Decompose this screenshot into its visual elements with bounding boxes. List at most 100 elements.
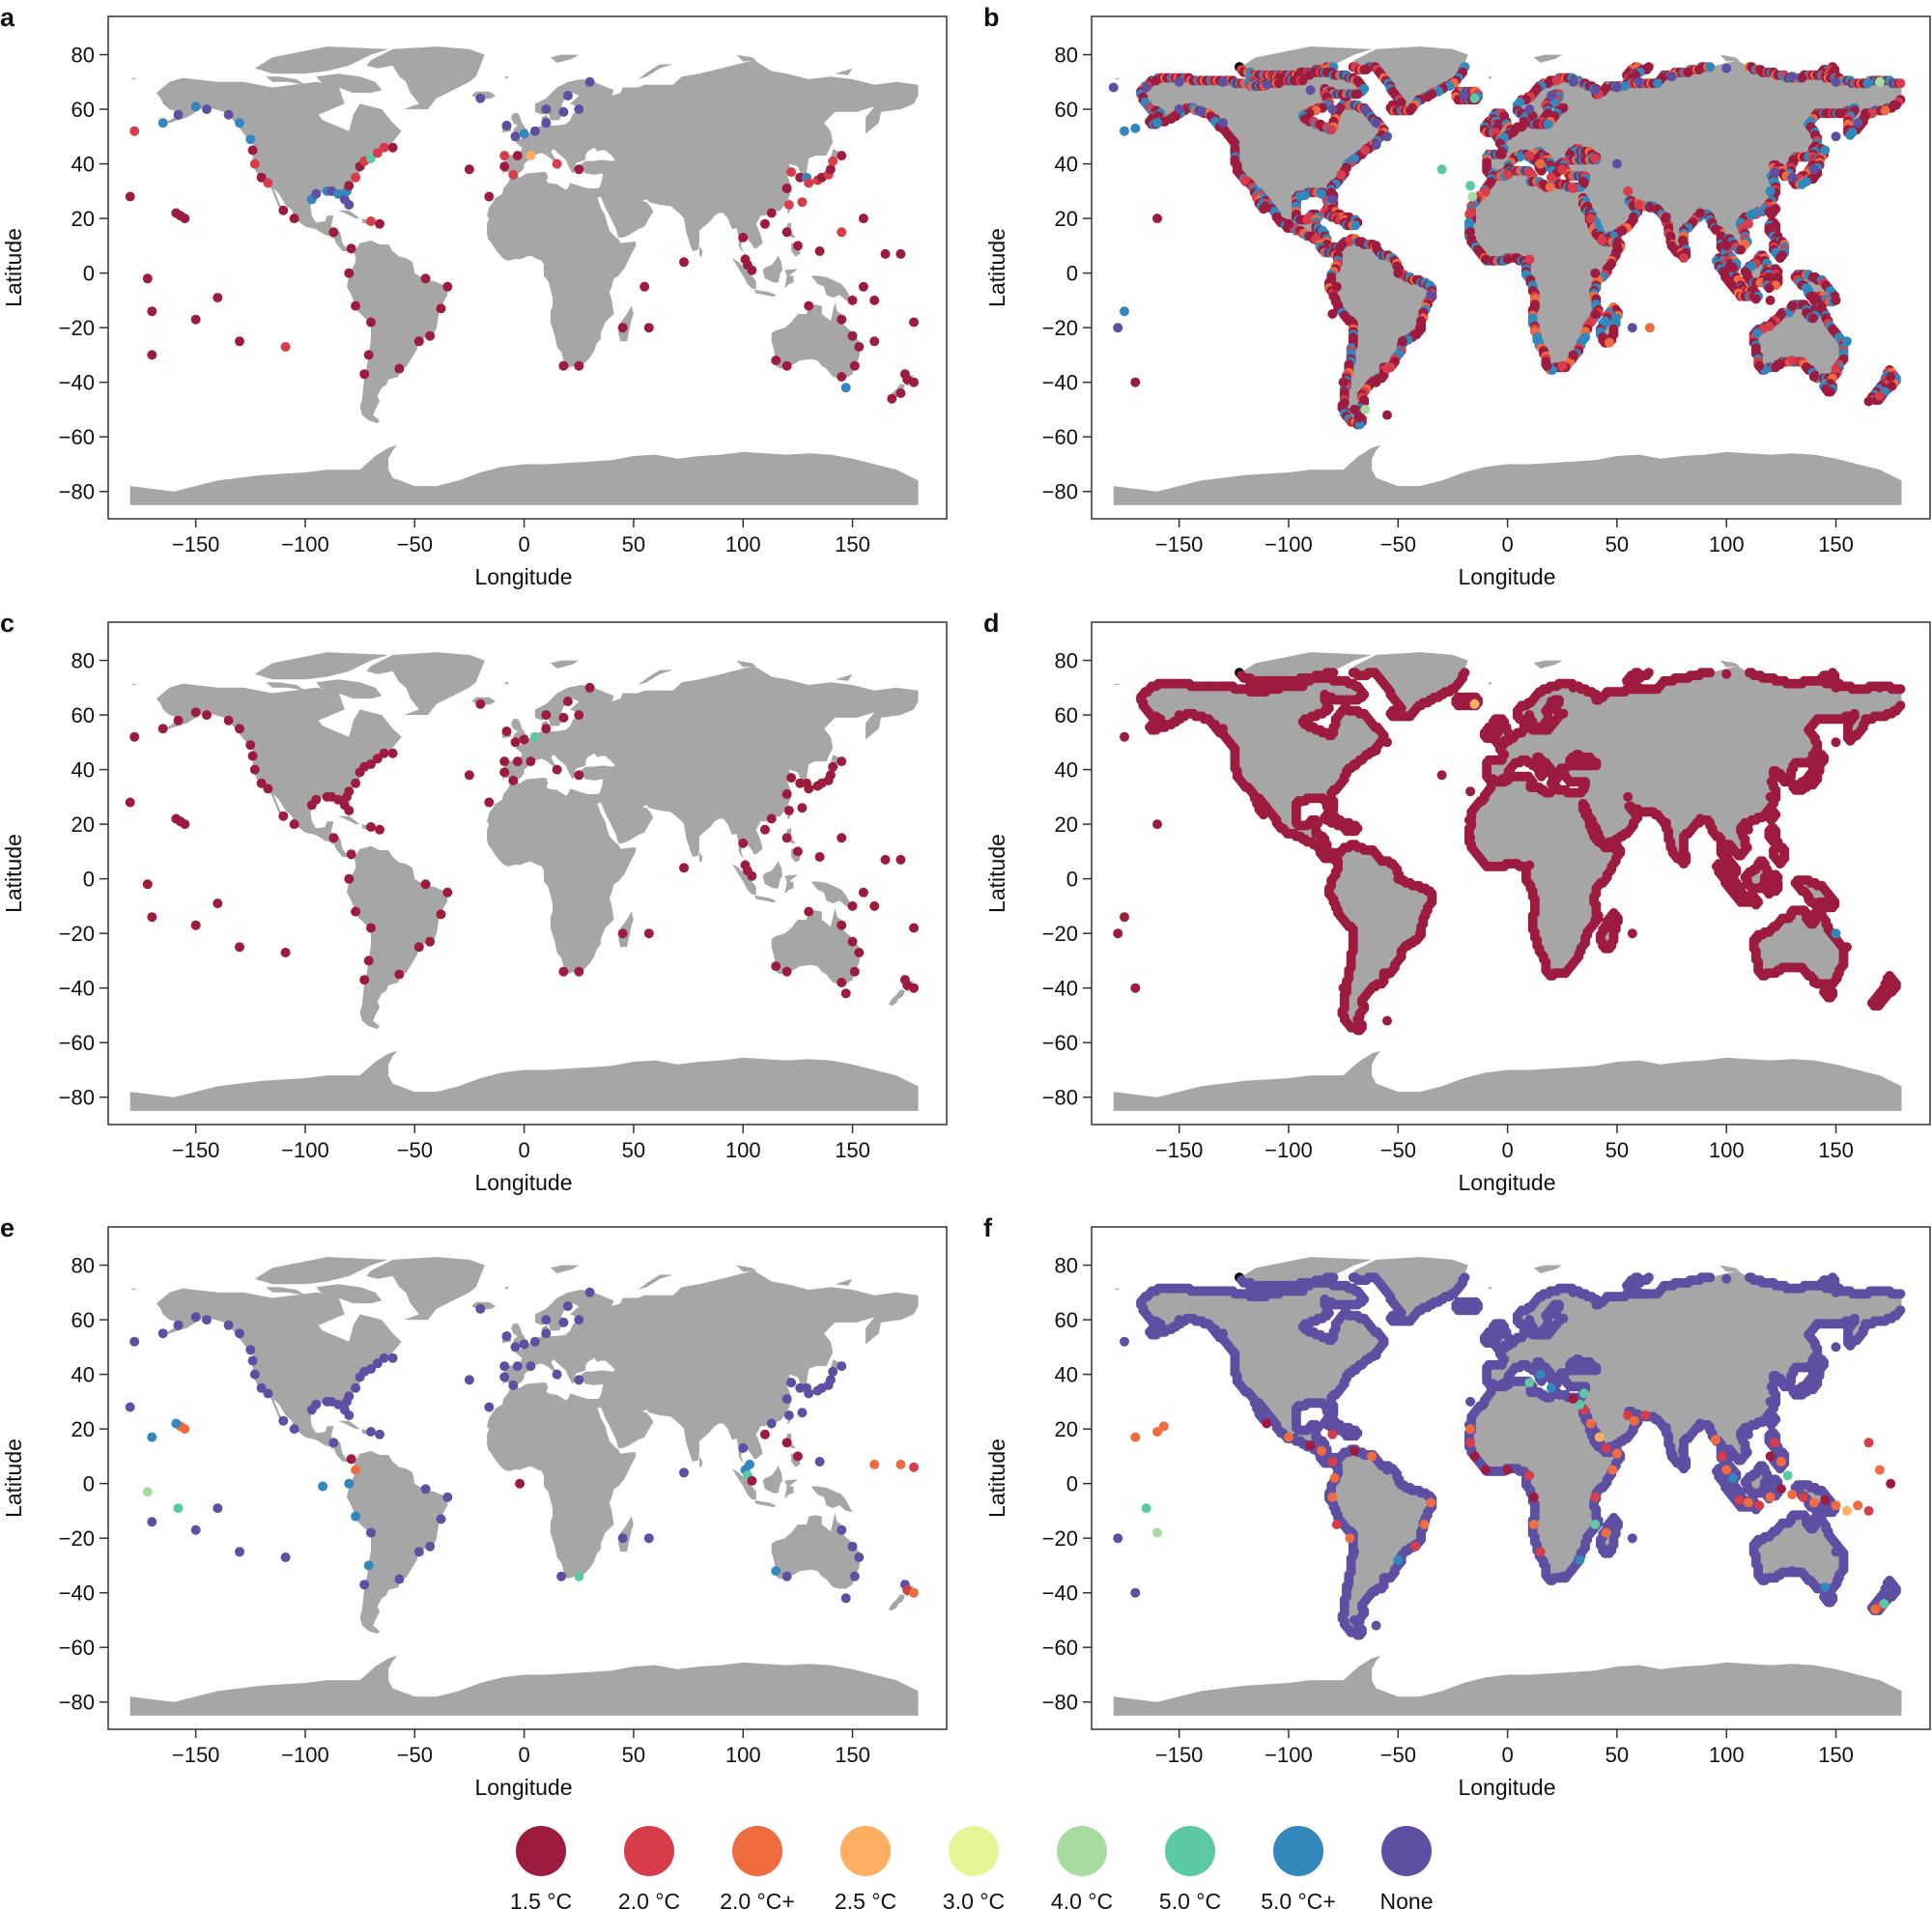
data-point xyxy=(797,197,808,208)
coastline-point xyxy=(1159,722,1170,732)
data-point xyxy=(1426,290,1436,300)
data-point xyxy=(1831,363,1841,374)
data-point xyxy=(147,1432,157,1442)
data-point xyxy=(366,1427,376,1437)
data-point xyxy=(420,1484,431,1495)
data-point xyxy=(1436,164,1447,175)
data-point xyxy=(147,912,157,923)
data-point xyxy=(880,854,891,865)
plot-area xyxy=(125,1257,919,1716)
y-tick-label: −80 xyxy=(59,480,95,504)
data-point xyxy=(213,898,223,909)
y-tick-label: 40 xyxy=(1055,153,1078,177)
data-point xyxy=(1524,254,1535,265)
panel-letter: a xyxy=(0,3,15,32)
data-point xyxy=(278,1415,289,1426)
coastline-point xyxy=(1845,735,1856,746)
data-point xyxy=(235,118,244,128)
data-point xyxy=(837,1361,847,1372)
data-point xyxy=(442,1492,453,1502)
land-polygon xyxy=(1533,54,1563,63)
data-point xyxy=(501,727,512,736)
data-point xyxy=(1393,268,1404,278)
land-polygon xyxy=(753,1499,777,1508)
data-point xyxy=(541,118,552,128)
data-point xyxy=(1130,377,1141,387)
data-point xyxy=(541,724,552,734)
data-point xyxy=(351,300,361,311)
map-panel-e: e−150 −100 −50 0 50 100 150806040200−20−40−60−… xyxy=(0,1213,948,1800)
data-point xyxy=(499,767,510,778)
land-polygon xyxy=(835,673,853,681)
coastline-point xyxy=(1545,787,1555,798)
data-point xyxy=(747,870,757,881)
data-point xyxy=(1677,235,1688,245)
data-point xyxy=(484,797,495,808)
data-point xyxy=(1754,360,1765,371)
data-point xyxy=(379,1353,389,1363)
land-polygon xyxy=(1350,652,1468,716)
coastline-point xyxy=(1775,253,1785,264)
data-point xyxy=(558,712,569,723)
land-polygon xyxy=(810,1486,853,1513)
coastline-point xyxy=(1499,861,1510,871)
data-point xyxy=(171,813,182,824)
land-polygon xyxy=(1139,77,1385,254)
coastline-point xyxy=(1845,129,1856,140)
data-point xyxy=(1831,295,1841,305)
data-point xyxy=(464,1375,474,1385)
data-point xyxy=(804,178,814,188)
data-point xyxy=(1611,846,1622,857)
data-point xyxy=(1327,194,1338,205)
data-point xyxy=(510,737,521,748)
data-point xyxy=(1371,745,1381,755)
coastline-point xyxy=(1683,67,1693,77)
land-polygon xyxy=(254,652,389,680)
data-point xyxy=(1546,697,1556,706)
data-point xyxy=(1331,281,1342,292)
data-point xyxy=(351,1465,361,1475)
data-point xyxy=(574,1315,584,1325)
x-tick-label: 50 xyxy=(622,1138,645,1162)
data-point xyxy=(1808,978,1819,987)
data-point xyxy=(786,773,797,784)
land-polygon xyxy=(501,60,919,270)
data-point xyxy=(387,142,398,153)
land-polygon xyxy=(810,881,853,908)
y-tick-label: 80 xyxy=(1055,649,1078,673)
data-point xyxy=(1465,208,1476,218)
land-polygon xyxy=(753,895,777,903)
data-point xyxy=(510,131,521,142)
coastline-point xyxy=(1302,214,1313,225)
plot-area xyxy=(125,46,919,505)
y-axis-title: Latitude xyxy=(1,1439,26,1518)
data-point xyxy=(1874,390,1885,401)
data-point xyxy=(249,764,260,775)
data-point xyxy=(909,1587,919,1598)
data-point xyxy=(679,863,689,873)
data-point xyxy=(562,697,573,706)
data-point xyxy=(1174,76,1184,87)
data-point xyxy=(278,811,289,821)
coastline-point xyxy=(1825,386,1835,397)
data-point xyxy=(1644,323,1655,333)
data-point xyxy=(366,759,376,769)
land-polygon xyxy=(638,1274,673,1290)
data-point xyxy=(1752,933,1762,944)
data-point xyxy=(1469,93,1480,103)
land-polygon xyxy=(1488,76,1492,79)
data-point xyxy=(263,784,273,794)
data-point xyxy=(1465,181,1476,191)
y-tick-label: −80 xyxy=(59,1691,95,1715)
land-polygon xyxy=(888,1594,905,1611)
coastline-point xyxy=(1771,968,1781,979)
data-point xyxy=(529,1336,540,1347)
land-polygon xyxy=(331,236,334,240)
data-point xyxy=(344,786,355,797)
y-tick-label: −60 xyxy=(1042,425,1078,449)
data-point xyxy=(1239,175,1250,185)
data-point xyxy=(142,273,153,284)
coastline-point xyxy=(1652,684,1662,695)
land-polygon xyxy=(347,845,448,1030)
data-point xyxy=(142,879,153,890)
